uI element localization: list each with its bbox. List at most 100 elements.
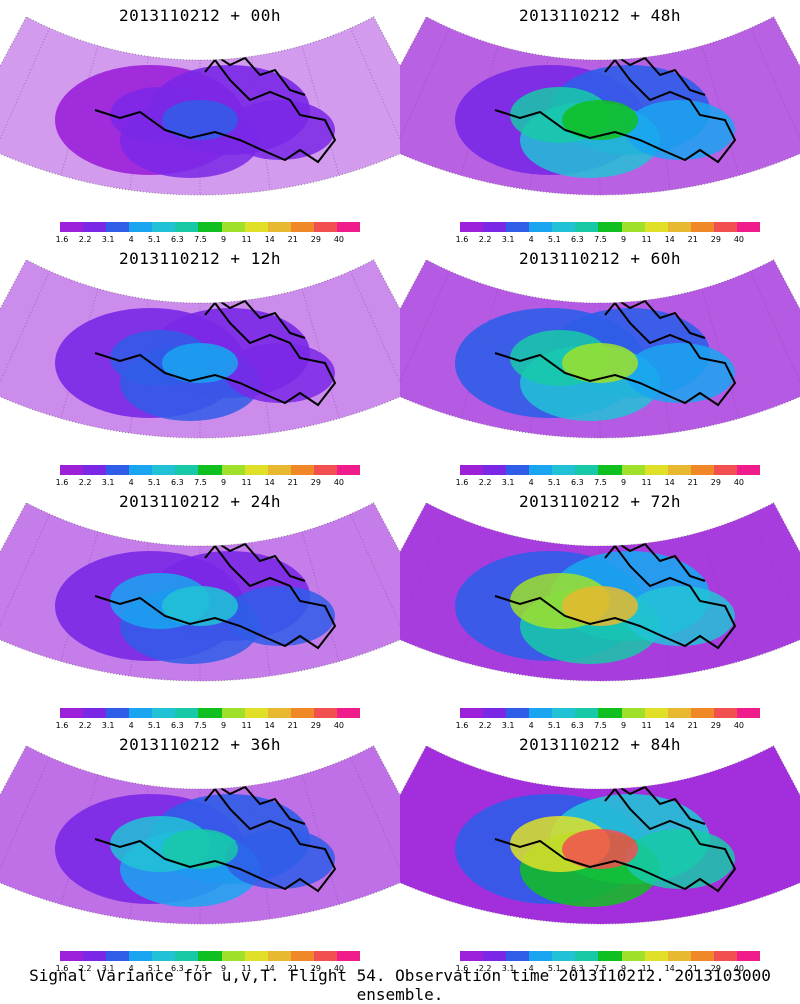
variance-contour (562, 586, 638, 626)
colorbar-swatch (290, 222, 314, 232)
colorbar-tick-label: 29 (710, 235, 721, 244)
colorbar-swatch (552, 951, 576, 961)
colorbar-tick-label: 3.1 (501, 721, 515, 730)
colorbar-tick-label: 9 (620, 478, 627, 487)
colorbar-swatch (290, 465, 314, 475)
colorbar-labels: 1.6 2.2 3.1 4 5.1 6.3 7.5 9 11 14 21 29 40 (56, 964, 360, 974)
colorbar-swatch (575, 222, 599, 232)
colorbar-swatch (552, 222, 576, 232)
colorbar-swatch (713, 951, 737, 961)
colorbar-tick-label: 40 (733, 478, 745, 487)
colorbar-swatch (267, 951, 291, 961)
variance-contour (225, 586, 335, 646)
colorbar-tick-label: 21 (287, 964, 298, 973)
colorbar-tick-label: 21 (687, 235, 698, 244)
colorbar-swatch (336, 222, 361, 232)
panel-title: 2013110212 + 36h (118, 735, 282, 754)
colorbar-tick-label: 2.2 (78, 478, 92, 487)
colorbar-swatch (736, 222, 761, 232)
colorbar-labels: 1.6 2.2 3.1 4 5.1 6.3 7.5 9 11 14 21 29 40 (456, 478, 760, 488)
colorbar-tick-label: 2.2 (78, 721, 92, 730)
colorbar-swatch (460, 465, 484, 475)
colorbar-tick-label: 14 (664, 478, 675, 487)
colorbar-tick-label: 9 (220, 235, 227, 244)
colorbar-swatch (198, 465, 222, 475)
colorbar-tick-label: 2.2 (78, 964, 92, 973)
variance-map (400, 259, 800, 439)
arctic-islands (214, 54, 306, 96)
colorbar-swatch (644, 708, 668, 718)
colorbar-swatch (713, 465, 737, 475)
colorbar-swatch (152, 222, 176, 232)
colorbar-tick-label: 29 (310, 721, 321, 730)
colorbar-swatch (690, 465, 714, 475)
colorbar-swatch (198, 708, 222, 718)
colorbar-swatch (106, 708, 130, 718)
colorbar-tick-label: 3.1 (501, 235, 515, 244)
colorbar-tick-label: 11 (241, 964, 252, 973)
variance-map (400, 745, 800, 925)
variance-field (0, 745, 400, 924)
colorbar-tick-label: 29 (710, 478, 721, 487)
colorbar-swatch (175, 222, 199, 232)
colorbar-swatch (129, 951, 153, 961)
variance-contour (562, 829, 638, 869)
colorbar-swatch (336, 708, 361, 718)
colorbar-tick-label: 4 (128, 964, 134, 973)
colorbar-swatch (244, 465, 268, 475)
variance-map (0, 745, 400, 925)
colorbar-tick-label: 5.1 (547, 964, 561, 973)
colorbar-swatch (290, 708, 314, 718)
colorbar-swatch (598, 222, 622, 232)
variance-contour (625, 343, 735, 403)
arctic-islands (614, 783, 706, 825)
colorbar-tick-label: 1.6 (55, 235, 69, 244)
colorbar-labels: 1.6 2.2 3.1 4 5.1 6.3 7.5 9 11 14 21 29 40 (456, 964, 760, 974)
colorbar-tick-label: 14 (664, 235, 675, 244)
colorbar-swatch (198, 951, 222, 961)
colorbar (60, 951, 361, 961)
colorbar-swatch (175, 951, 199, 961)
coastline (94, 301, 337, 407)
colorbar-tick-label: 9 (220, 478, 227, 487)
colorbar-tick-label: 1.6 (455, 964, 469, 973)
colorbar-tick-label: 3.1 (101, 964, 115, 973)
colorbar-swatch (621, 951, 645, 961)
forecast-panel: 2013110212 + 24h 1.6 2.2 3.1 4 5.1 6.3 7.5 9 11 14… (0, 486, 400, 730)
colorbar-swatch (221, 222, 245, 232)
colorbar-tick-label: 21 (687, 478, 698, 487)
colorbar-swatch (267, 465, 291, 475)
variance-contour (625, 829, 735, 889)
colorbar-swatch (644, 222, 668, 232)
colorbar-tick-label: 3.1 (501, 478, 515, 487)
colorbar-swatch (667, 465, 691, 475)
colorbar-swatch (621, 222, 645, 232)
coastline (494, 301, 737, 407)
colorbar-swatch (644, 951, 668, 961)
forecast-panel: 2013110212 + 36h 1.6 2.2 3.1 4 5.1 6.3 7.5 9 11 14… (0, 729, 400, 974)
colorbar-swatch (736, 465, 761, 475)
colorbar-tick-label: 14 (264, 721, 275, 730)
colorbar-tick-label: 40 (733, 964, 745, 973)
colorbar-tick-label: 40 (333, 235, 345, 244)
colorbar-swatch (483, 222, 507, 232)
colorbar-swatch (483, 465, 507, 475)
colorbar-swatch (129, 222, 153, 232)
variance-map (0, 502, 400, 682)
colorbar-swatch (575, 951, 599, 961)
variance-map (400, 502, 800, 682)
arctic-islands (614, 540, 706, 582)
panel-title: 2013110212 + 00h (118, 6, 282, 25)
colorbar-swatch (713, 222, 737, 232)
colorbar (460, 465, 761, 475)
coastline (494, 544, 737, 650)
variance-contour (225, 343, 335, 403)
colorbar-tick-label: 7.5 (594, 721, 607, 730)
colorbar-swatch (244, 951, 268, 961)
colorbar-swatch (129, 708, 153, 718)
colorbar-tick-label: 40 (333, 721, 345, 730)
colorbar (460, 951, 761, 961)
colorbar-swatch (506, 708, 530, 718)
colorbar-tick-label: 3.1 (101, 721, 115, 730)
colorbar-swatch (267, 222, 291, 232)
